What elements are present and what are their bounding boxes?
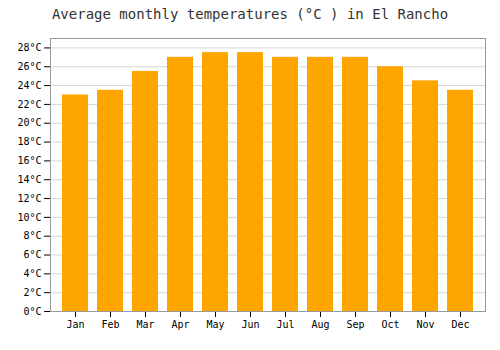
svg-text:12°C: 12°C xyxy=(17,193,41,204)
svg-text:Feb: Feb xyxy=(101,319,119,330)
svg-text:18°C: 18°C xyxy=(17,136,41,147)
svg-text:26°C: 26°C xyxy=(17,61,41,72)
svg-text:8°C: 8°C xyxy=(23,230,41,241)
svg-text:Jul: Jul xyxy=(276,319,294,330)
svg-text:Aug: Aug xyxy=(311,319,329,330)
svg-text:May: May xyxy=(206,319,224,330)
svg-text:10°C: 10°C xyxy=(17,212,41,223)
svg-text:2°C: 2°C xyxy=(23,287,41,298)
svg-text:Sep: Sep xyxy=(346,319,364,330)
svg-text:16°C: 16°C xyxy=(17,155,41,166)
svg-text:24°C: 24°C xyxy=(17,80,41,91)
svg-text:Nov: Nov xyxy=(416,319,434,330)
svg-text:Jun: Jun xyxy=(241,319,259,330)
svg-text:20°C: 20°C xyxy=(17,117,41,128)
svg-text:22°C: 22°C xyxy=(17,99,41,110)
svg-text:4°C: 4°C xyxy=(23,268,41,279)
svg-text:Dec: Dec xyxy=(451,319,469,330)
svg-text:28°C: 28°C xyxy=(17,42,41,53)
svg-text:Jan: Jan xyxy=(66,319,84,330)
svg-text:Apr: Apr xyxy=(171,319,189,330)
svg-text:6°C: 6°C xyxy=(23,249,41,260)
html-text:Average monthly temperatures (: Average monthly temperatures (°C ) in El… xyxy=(51,6,449,22)
svg-text:Mar: Mar xyxy=(136,319,154,330)
svg-text:Oct: Oct xyxy=(381,319,399,330)
svg-text:14°C: 14°C xyxy=(17,174,41,185)
svg-text:0°C: 0°C xyxy=(23,306,41,317)
